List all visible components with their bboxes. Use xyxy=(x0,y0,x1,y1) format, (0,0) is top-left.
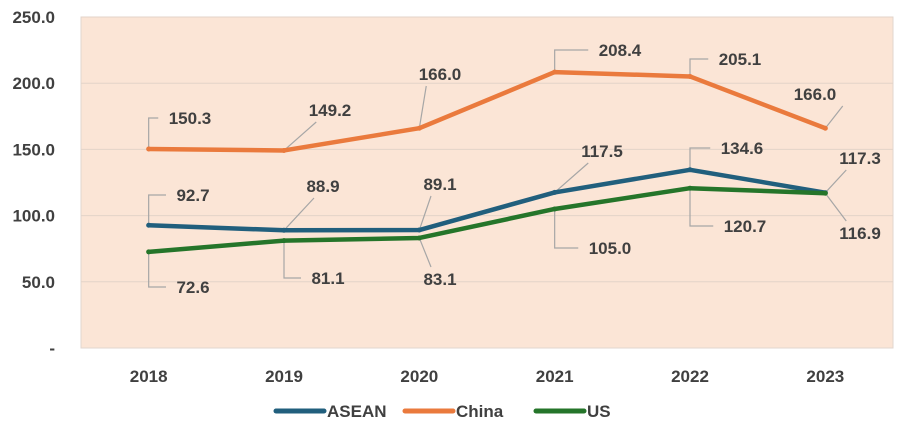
legend-label: US xyxy=(587,402,611,421)
leader-line xyxy=(418,237,432,268)
data-point xyxy=(146,146,152,152)
data-point xyxy=(687,73,693,79)
y-tick-label: 150.0 xyxy=(12,140,55,159)
data-label: 81.1 xyxy=(311,269,344,288)
data-point xyxy=(552,189,558,195)
data-point xyxy=(146,222,152,228)
leader-line xyxy=(283,197,315,231)
y-tick-label: 250.0 xyxy=(12,8,55,27)
data-label: 208.4 xyxy=(599,41,642,60)
leader-line xyxy=(418,195,432,231)
legend-label: China xyxy=(456,402,504,421)
data-label: 72.6 xyxy=(176,278,209,297)
data-label: 92.7 xyxy=(176,186,209,205)
data-point xyxy=(687,167,693,173)
leader-line xyxy=(824,192,847,222)
data-point xyxy=(416,227,422,233)
data-point xyxy=(416,125,422,131)
data-point xyxy=(552,69,558,75)
data-label: 150.3 xyxy=(169,109,212,128)
data-label: 117.3 xyxy=(839,149,881,168)
leader-line xyxy=(148,117,159,150)
y-tick-label: 100.0 xyxy=(12,207,55,226)
data-label: 166.0 xyxy=(419,65,462,84)
data-point xyxy=(281,227,287,233)
y-tick-label: 200.0 xyxy=(12,74,55,93)
leader-line xyxy=(418,85,427,129)
leader-line xyxy=(148,194,166,226)
data-label: 117.5 xyxy=(581,142,623,161)
leader-line xyxy=(283,121,317,151)
data-label: 116.9 xyxy=(839,224,881,243)
data-point xyxy=(552,206,558,212)
data-label: 83.1 xyxy=(423,270,456,289)
data-label: 166.0 xyxy=(794,85,837,104)
data-label: 149.2 xyxy=(309,101,352,120)
data-label: 88.9 xyxy=(306,177,339,196)
y-tick-label: 50.0 xyxy=(22,273,55,292)
x-tick-label: 2023 xyxy=(806,367,844,386)
leader-line xyxy=(689,58,709,77)
leader-line xyxy=(689,147,711,170)
leader-line xyxy=(554,49,589,73)
data-point xyxy=(822,190,828,196)
data-point xyxy=(416,235,422,241)
leader-line xyxy=(283,240,301,279)
data-label: 105.0 xyxy=(589,239,632,258)
series-line-us xyxy=(146,185,828,255)
data-label: 89.1 xyxy=(423,175,456,194)
legend-label: ASEAN xyxy=(327,402,387,421)
leader-line xyxy=(824,169,847,194)
x-tick-label: 2021 xyxy=(536,367,574,386)
y-tick-label: - xyxy=(49,339,55,358)
data-point xyxy=(146,249,152,255)
leader-line xyxy=(554,208,579,249)
series-line-china xyxy=(146,69,828,153)
x-tick-label: 2020 xyxy=(400,367,438,386)
x-tick-label: 2018 xyxy=(130,367,168,386)
data-label: 134.6 xyxy=(721,139,764,158)
data-label: 120.7 xyxy=(724,217,767,236)
x-tick-label: 2019 xyxy=(265,367,303,386)
data-label: 205.1 xyxy=(719,50,762,69)
x-tick-label: 2022 xyxy=(671,367,709,386)
leader-line xyxy=(148,251,166,288)
series-line-asean xyxy=(146,167,828,233)
leader-line xyxy=(824,105,844,129)
leader-line xyxy=(689,188,714,227)
leader-line xyxy=(554,162,589,193)
data-point xyxy=(822,125,828,131)
data-point xyxy=(281,238,287,244)
data-point xyxy=(281,147,287,153)
data-point xyxy=(687,185,693,191)
